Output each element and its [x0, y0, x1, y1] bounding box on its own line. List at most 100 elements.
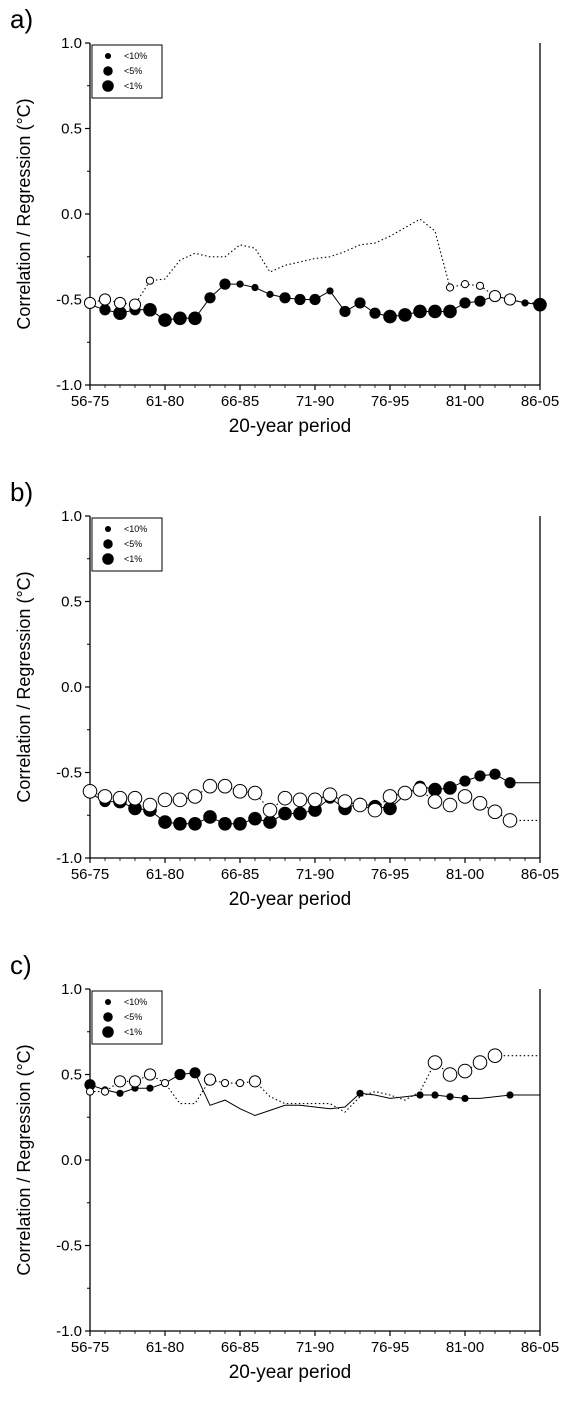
chart-panel-c: c) 1.0 0.5 0.0 -0.5 -1.056-75 61-80 66-85 71-90 7… — [10, 950, 559, 1383]
data-point — [99, 304, 111, 316]
data-point — [398, 308, 412, 322]
data-point — [266, 290, 274, 298]
series-solid — [89, 278, 547, 327]
data-point — [356, 1089, 364, 1097]
data-point — [428, 304, 442, 319]
x-tick-label: 76-95 — [371, 393, 409, 410]
data-point — [322, 787, 338, 803]
data-point — [158, 815, 172, 829]
data-point — [113, 1075, 127, 1088]
data-point — [475, 281, 485, 290]
legend-marker — [102, 80, 114, 92]
x-tick-label: 81-00 — [446, 393, 484, 410]
data-point — [174, 1068, 186, 1081]
y-tick-label: 0.0 — [61, 206, 82, 223]
data-point — [487, 804, 503, 820]
data-point — [220, 1078, 230, 1088]
data-point — [504, 777, 516, 789]
data-point — [428, 782, 442, 797]
data-point — [352, 797, 368, 813]
x-tick-label: 86-05 — [521, 1339, 559, 1356]
data-point — [533, 297, 547, 312]
y-tick-label: 0.0 — [61, 679, 82, 696]
data-point — [382, 789, 398, 804]
data-point — [85, 1087, 95, 1096]
data-point — [506, 1091, 514, 1099]
x-tick-label: 61-80 — [146, 1339, 184, 1356]
legend-marker — [103, 1012, 113, 1022]
data-point — [474, 770, 486, 782]
x-tick-label: 56-75 — [71, 1339, 109, 1356]
data-point — [460, 280, 470, 289]
legend-label: <5% — [124, 1012, 142, 1022]
data-point — [277, 790, 293, 806]
x-tick-label: 56-75 — [71, 866, 109, 883]
data-point — [278, 806, 292, 821]
data-point — [443, 781, 457, 795]
data-point — [202, 778, 218, 794]
data-point — [100, 1087, 110, 1096]
data-point — [443, 304, 457, 319]
x-tick-label: 66-85 — [221, 1339, 259, 1356]
legend-marker — [103, 66, 113, 76]
legend-marker — [102, 553, 114, 565]
data-point — [235, 1078, 245, 1088]
data-point — [293, 806, 307, 821]
legend: <10% <5% <1% — [91, 44, 163, 99]
data-point — [457, 1063, 473, 1079]
y-tick-label: -1.0 — [56, 850, 82, 867]
y-tick-label: 1.0 — [61, 981, 82, 998]
legend-label: <1% — [124, 554, 142, 564]
data-point — [292, 792, 308, 808]
data-point — [189, 1067, 201, 1079]
data-point — [98, 293, 112, 306]
series-line — [90, 1055, 540, 1113]
data-point — [203, 1073, 217, 1086]
data-point — [472, 795, 488, 811]
y-tick-label: -0.5 — [56, 1238, 82, 1255]
data-point — [113, 296, 127, 310]
data-point — [412, 782, 428, 797]
data-point — [427, 1055, 443, 1070]
x-tick-label: 81-00 — [446, 866, 484, 883]
legend-label: <5% — [124, 539, 142, 549]
data-point — [143, 1068, 157, 1081]
data-point — [113, 306, 127, 320]
data-point — [232, 784, 248, 799]
x-tick-label: 66-85 — [221, 866, 259, 883]
data-point — [337, 794, 353, 809]
data-point — [127, 790, 143, 806]
data-point — [413, 304, 427, 319]
data-point — [143, 302, 157, 317]
data-point — [82, 784, 98, 799]
data-point — [172, 792, 188, 808]
data-point — [459, 297, 471, 309]
x-tick-label: 61-80 — [146, 866, 184, 883]
x-tick-label: 56-75 — [71, 393, 109, 410]
y-tick-label: -1.0 — [56, 377, 82, 394]
data-point — [248, 811, 262, 826]
data-point — [461, 1094, 469, 1103]
data-point — [446, 1093, 454, 1101]
y-tick-label: 0.5 — [61, 1067, 82, 1084]
legend-label: <5% — [124, 66, 142, 76]
y-tick-label: 0.5 — [61, 594, 82, 611]
data-point — [502, 813, 518, 828]
chart-panel-a: a) 1.0 0.5 0.0 -0.5 -1.056-75 61-80 66-85 71-90 7… — [10, 4, 559, 437]
legend-marker — [104, 998, 112, 1006]
legend-label: <10% — [124, 51, 147, 61]
data-point — [160, 1078, 170, 1088]
data-point — [262, 802, 278, 818]
data-point — [383, 801, 397, 816]
legend-marker — [104, 52, 112, 60]
data-point — [83, 296, 97, 310]
series-dotted — [82, 778, 540, 828]
series-dotted — [83, 218, 540, 311]
y-tick-label: -1.0 — [56, 1323, 82, 1340]
data-point — [128, 1075, 142, 1088]
data-point — [203, 810, 217, 824]
x-axis-title: 20-year period — [229, 416, 352, 437]
x-axis-title: 20-year period — [229, 1362, 352, 1383]
y-tick-label: -0.5 — [56, 765, 82, 782]
data-point — [489, 768, 501, 780]
